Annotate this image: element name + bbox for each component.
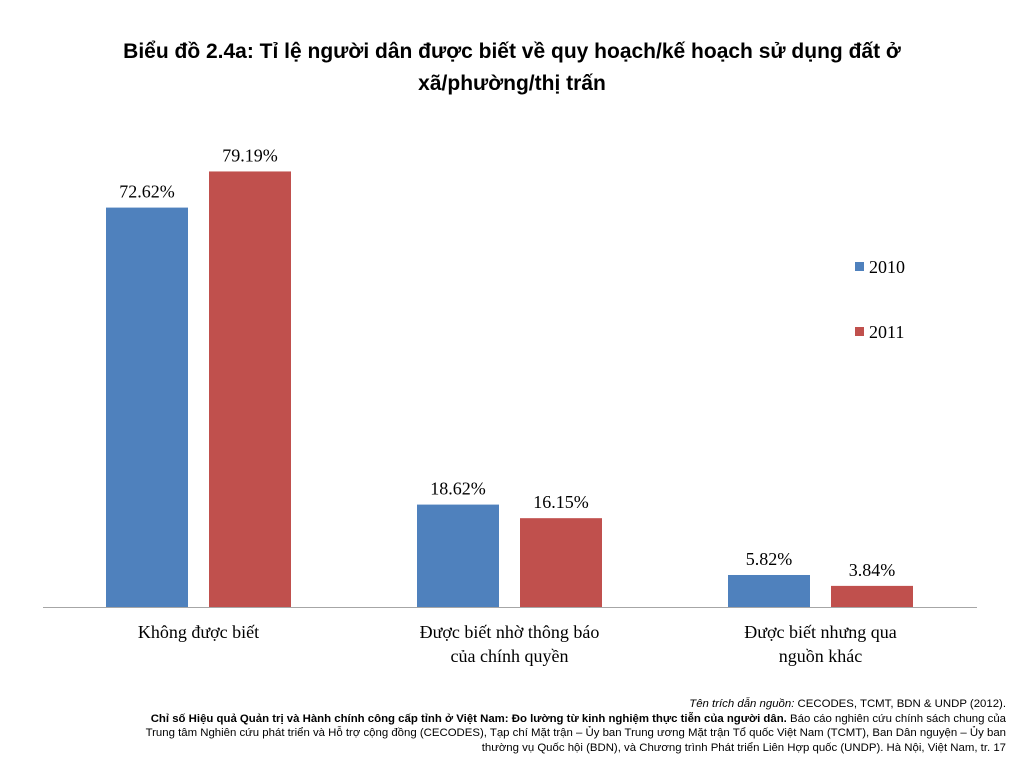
bar-2011-1 — [520, 518, 602, 607]
data-label-2010-2: 5.82% — [746, 549, 793, 569]
source-authors: CECODES, TCMT, BDN & UNDP (2012). — [794, 698, 1006, 710]
legend-label-2010: 2010 — [869, 257, 905, 277]
source-label: Tên trích dẫn nguồn: — [689, 698, 795, 710]
category-label-2-0: Được biết nhưng qua — [744, 622, 897, 642]
data-label-2010-1: 18.62% — [430, 479, 486, 499]
source-line3: Trung tâm Nghiên cứu phát triển và Hỗ tr… — [145, 727, 1006, 739]
source-line2: Báo cáo nghiên cứu chính sách chung của — [786, 712, 1006, 725]
legend-label-2011: 2011 — [869, 322, 904, 342]
category-label-0-0: Không được biết — [138, 622, 259, 642]
chart-title: Biểu đồ 2.4a: Tỉ lệ người dân được biết … — [123, 40, 901, 95]
data-label-2011-0: 79.19% — [222, 145, 278, 165]
data-label-2010-0: 72.62% — [119, 182, 175, 202]
bar-2010-2 — [728, 574, 810, 607]
bar-2010-0 — [106, 207, 188, 607]
data-label-2011-1: 16.15% — [533, 492, 589, 512]
category-label-1-0: Được biết nhờ thông báo — [420, 622, 600, 642]
source-report-title: Chỉ số Hiệu quả Quản trị và Hành chính c… — [150, 712, 787, 725]
bar-2011-0 — [209, 171, 291, 607]
category-label-2-1: nguồn khác — [779, 646, 862, 666]
category-label-1-1: của chính quyền — [451, 646, 569, 666]
source-line4: thường vụ Quốc hội (BDN), và Chương trìn… — [481, 741, 1006, 754]
bar-2010-1 — [417, 504, 499, 607]
bar-2011-2 — [831, 585, 913, 607]
source-citation: Tên trích dẫn nguồn: CECODES, TCMT, BDN … — [16, 697, 1006, 755]
data-label-2011-2: 3.84% — [849, 560, 896, 580]
legend-swatch-2010 — [855, 262, 864, 271]
legend-swatch-2011 — [855, 327, 864, 336]
